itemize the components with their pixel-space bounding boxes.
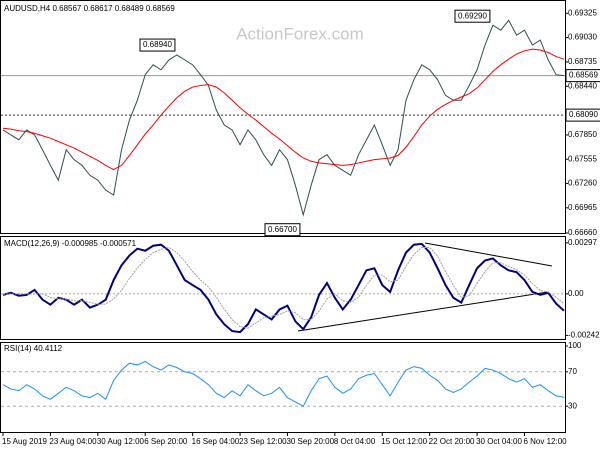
y-tick-label: 100 bbox=[568, 341, 582, 350]
rsi-panel bbox=[0, 342, 566, 433]
y-tick-label: 0.67555 bbox=[568, 154, 597, 163]
x-tick-label: 8 Oct 04:00 bbox=[334, 437, 376, 446]
y-tick-label: 0.00 bbox=[568, 289, 584, 298]
annotation-label: 0.66700 bbox=[268, 225, 297, 234]
rsi-title: RSI(14) 40.4112 bbox=[4, 344, 63, 353]
annotation-label: 0.69290 bbox=[458, 11, 487, 20]
series-line bbox=[2, 48, 565, 171]
macd-panel bbox=[0, 236, 566, 340]
current-price-box bbox=[565, 69, 600, 83]
y-tick-label: 30 bbox=[568, 401, 577, 410]
x-tick-label: 23 Aug 04:00 bbox=[49, 437, 97, 446]
x-tick-label: 16 Sep 04:00 bbox=[192, 437, 240, 446]
y-tick-label: 0.68440 bbox=[568, 81, 597, 90]
series-line bbox=[2, 19, 565, 217]
watermark: ActionForex.com bbox=[236, 24, 364, 43]
x-tick-label: 30 Oct 04:00 bbox=[476, 437, 522, 446]
price-title: AUDUSD,H4 0.68567 0.68617 0.68489 0.6856… bbox=[4, 4, 175, 13]
x-tick-label: 30 Sep 20:00 bbox=[286, 437, 334, 446]
annotation-box bbox=[264, 223, 301, 237]
x-tick-label: 15 Aug 2019 bbox=[2, 437, 47, 446]
x-tick-label: 30 Aug 12:00 bbox=[97, 437, 145, 446]
y-tick-label: -0.00242 bbox=[568, 331, 600, 340]
y-tick-label: 0.67850 bbox=[568, 130, 597, 139]
y-tick-label: 0.67260 bbox=[568, 179, 597, 188]
y-tick-label: 0.66660 bbox=[568, 228, 597, 237]
x-tick-label: 6 Nov 12:00 bbox=[523, 437, 567, 446]
x-tick-label: 6 Sep 20:00 bbox=[144, 437, 188, 446]
series-line bbox=[2, 246, 565, 329]
y-tick-label: 70 bbox=[568, 367, 577, 376]
series-line bbox=[2, 242, 565, 334]
x-tick-label: 22 Oct 20:00 bbox=[429, 437, 475, 446]
trendline bbox=[297, 291, 549, 332]
annotation-box bbox=[139, 38, 176, 52]
x-tick-label: 15 Oct 12:00 bbox=[381, 437, 427, 446]
trendline bbox=[424, 242, 553, 267]
y-tick-label: 0.69030 bbox=[568, 33, 597, 42]
series-line bbox=[2, 360, 565, 407]
level-box bbox=[565, 108, 600, 122]
y-tick-label: 0.69325 bbox=[568, 8, 597, 17]
level-label: 0.68090 bbox=[569, 110, 598, 119]
y-tick-label: 0.66965 bbox=[568, 203, 597, 212]
y-tick-label: 0.00297 bbox=[568, 238, 597, 247]
annotation-box bbox=[454, 9, 491, 23]
y-tick-label: 0.68735 bbox=[568, 57, 597, 66]
annotation-label: 0.68940 bbox=[143, 40, 172, 49]
x-tick-label: 23 Sep 12:00 bbox=[239, 437, 287, 446]
current-price-label: 0.68569 bbox=[569, 71, 598, 80]
macd-title: MACD(12,26,9) -0.000985 -0.000571 bbox=[4, 239, 137, 248]
